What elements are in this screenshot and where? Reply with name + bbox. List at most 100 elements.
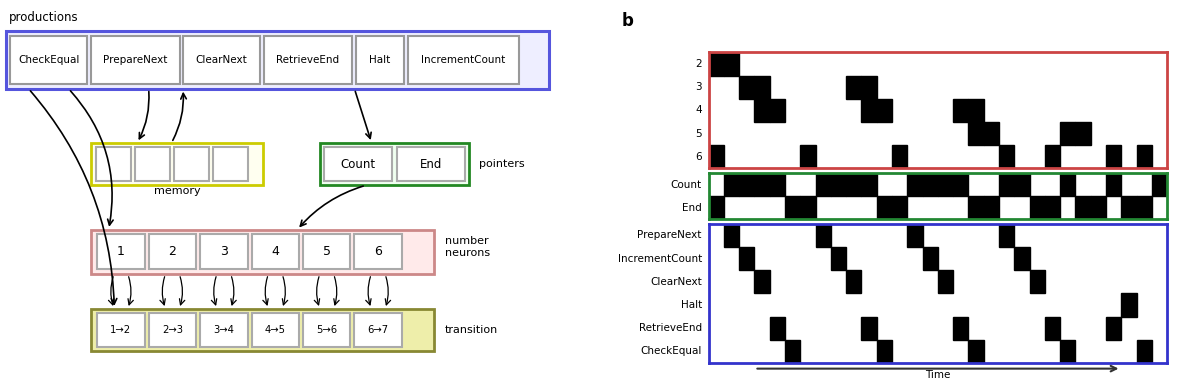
Text: productions: productions	[8, 11, 79, 24]
Bar	[908, 173, 923, 196]
Text: transition: transition	[444, 325, 498, 335]
Text: number
neurons: number neurons	[444, 237, 490, 258]
Bar	[953, 99, 968, 122]
Bar	[877, 196, 892, 219]
Bar	[999, 145, 1015, 168]
Bar	[1045, 317, 1060, 340]
Bar	[1015, 247, 1029, 270]
Bar	[877, 99, 892, 122]
Text: ClearNext: ClearNext	[195, 55, 248, 65]
Bar	[740, 173, 755, 196]
Bar	[1106, 173, 1122, 196]
Bar	[740, 76, 755, 99]
Text: 4→5: 4→5	[264, 325, 286, 335]
Bar	[861, 76, 877, 99]
Bar	[785, 196, 800, 219]
FancyBboxPatch shape	[183, 36, 260, 84]
Text: 2: 2	[168, 245, 176, 258]
Bar	[1122, 293, 1136, 317]
Bar	[1075, 122, 1091, 145]
Bar	[939, 270, 953, 293]
FancyBboxPatch shape	[324, 147, 392, 181]
Bar	[740, 247, 755, 270]
Bar	[1136, 145, 1152, 168]
Bar	[816, 173, 831, 196]
Text: 5: 5	[696, 129, 701, 139]
Bar	[755, 270, 769, 293]
Text: 3: 3	[696, 82, 701, 92]
Text: 2→3: 2→3	[162, 325, 183, 335]
Text: 4: 4	[696, 105, 701, 115]
Text: RetrieveEnd: RetrieveEnd	[276, 55, 339, 65]
Bar	[724, 173, 740, 196]
Bar	[846, 76, 861, 99]
Bar	[1075, 196, 1091, 219]
Bar	[984, 122, 999, 145]
Text: 6: 6	[374, 245, 382, 258]
Text: 5: 5	[323, 245, 331, 258]
Bar	[769, 99, 785, 122]
Bar	[939, 173, 953, 196]
Bar	[724, 52, 740, 76]
Text: ClearNext: ClearNext	[650, 277, 701, 287]
Text: End: End	[420, 157, 442, 171]
FancyBboxPatch shape	[149, 313, 197, 347]
Bar	[861, 317, 877, 340]
Text: PrepareNext: PrepareNext	[637, 230, 701, 240]
Bar	[908, 224, 923, 247]
Bar	[999, 224, 1015, 247]
FancyBboxPatch shape	[303, 313, 350, 347]
Text: 4: 4	[272, 245, 279, 258]
Bar	[1060, 173, 1075, 196]
FancyBboxPatch shape	[200, 234, 248, 269]
Bar	[769, 317, 785, 340]
Bar	[831, 247, 846, 270]
Text: End: End	[682, 203, 701, 213]
FancyBboxPatch shape	[407, 36, 519, 84]
Text: 1: 1	[117, 245, 125, 258]
Bar	[755, 173, 769, 196]
Bar	[923, 247, 939, 270]
Bar	[999, 173, 1015, 196]
Text: 6→7: 6→7	[368, 325, 388, 335]
Text: 6: 6	[696, 152, 701, 162]
FancyBboxPatch shape	[92, 309, 435, 351]
FancyBboxPatch shape	[320, 143, 469, 185]
Bar	[968, 340, 984, 363]
Bar	[709, 52, 724, 76]
Bar	[1136, 196, 1152, 219]
Bar	[1045, 196, 1060, 219]
Bar	[861, 173, 877, 196]
Bar	[724, 224, 740, 247]
Bar	[953, 173, 968, 196]
Bar	[816, 224, 831, 247]
FancyBboxPatch shape	[92, 230, 435, 274]
Bar	[846, 173, 861, 196]
Bar	[953, 317, 968, 340]
FancyBboxPatch shape	[355, 234, 401, 269]
Text: 3→4: 3→4	[213, 325, 235, 335]
Bar	[755, 99, 769, 122]
Text: Count: Count	[341, 157, 375, 171]
Bar	[846, 270, 861, 293]
FancyBboxPatch shape	[98, 234, 144, 269]
Text: Count: Count	[671, 179, 701, 190]
Text: Halt: Halt	[369, 55, 391, 65]
Bar	[1029, 196, 1045, 219]
Bar	[892, 145, 908, 168]
Bar	[968, 122, 984, 145]
FancyBboxPatch shape	[174, 147, 210, 181]
Text: PrepareNext: PrepareNext	[102, 55, 168, 65]
Bar	[1060, 122, 1075, 145]
Bar	[785, 340, 800, 363]
Text: CheckEqual: CheckEqual	[641, 346, 701, 356]
FancyBboxPatch shape	[303, 234, 350, 269]
Bar	[892, 196, 908, 219]
Bar	[1045, 145, 1060, 168]
FancyBboxPatch shape	[356, 36, 404, 84]
FancyBboxPatch shape	[213, 147, 248, 181]
FancyBboxPatch shape	[92, 143, 263, 185]
Bar	[1091, 196, 1106, 219]
Text: memory: memory	[154, 186, 200, 196]
FancyBboxPatch shape	[6, 31, 549, 89]
